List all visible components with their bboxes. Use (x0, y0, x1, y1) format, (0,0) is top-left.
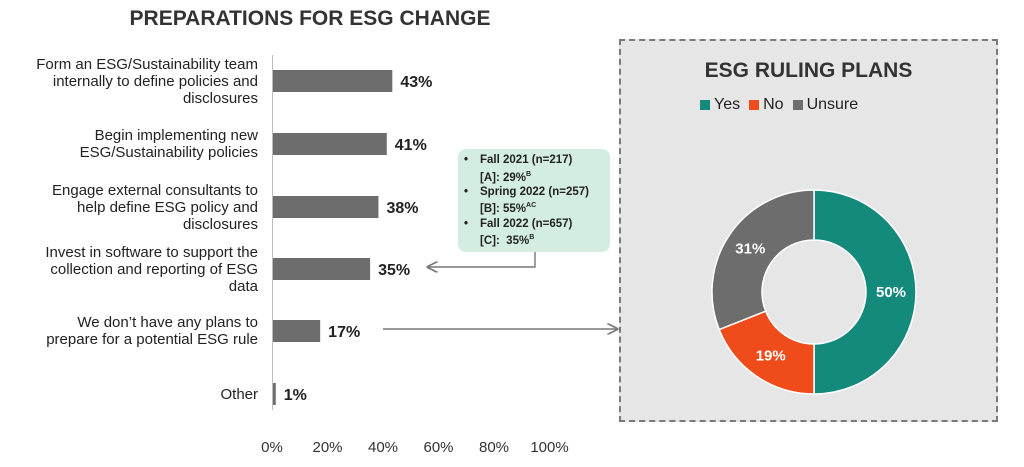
bar-value-label: 1% (284, 387, 307, 404)
bar (273, 258, 371, 280)
survey-wave-callout: • Fall 2021 (n=217) [A]: 29%B • Spring 2022 … (458, 149, 610, 252)
category-label: Invest in software to support the collect… (0, 244, 258, 295)
survey-wave-result: [A]: 29%B (464, 168, 604, 185)
survey-wave-name: Spring 2022 (n=257) (480, 185, 589, 198)
significance-marker: AC (526, 202, 537, 210)
bar-value-label: 43% (400, 74, 432, 91)
bar (273, 196, 379, 218)
bar (273, 133, 387, 155)
category-label-line: disclosures (182, 89, 258, 107)
group-value: [B]: 55% (480, 203, 527, 216)
significance-marker: B (526, 170, 532, 178)
callout-arrow (428, 252, 536, 267)
legend-item: Unsure (792, 96, 859, 114)
category-label-line: internally to define policies and (52, 72, 258, 90)
bar (273, 70, 393, 92)
bar-chart-title: PREPARATIONS FOR ESG CHANGE (129, 7, 491, 30)
bullet: • (464, 217, 469, 230)
category-label-line: help define ESG policy and (77, 198, 258, 216)
donut-chart-title: ESG RULING PLANS (704, 59, 913, 82)
survey-wave-result: [C]: 35%B (464, 231, 604, 248)
donut-slice (813, 189, 917, 395)
category-label-line: disclosures (182, 215, 258, 233)
survey-wave-name: Fall 2021 (n=217) (480, 154, 573, 166)
donut-legend: Yes No Unsure (700, 96, 858, 114)
category-label: We don’t have any plans to prepare for a … (0, 314, 258, 348)
slice-value-label: 31% (735, 241, 765, 258)
donut-slice (711, 189, 815, 331)
bullet: • (464, 154, 469, 166)
bullet: • (464, 185, 469, 198)
legend-label: No (763, 96, 784, 113)
category-label: Form an ESG/Sustainability team internall… (0, 56, 258, 107)
x-tick-label: 80% (479, 439, 509, 456)
legend-label: Yes (714, 96, 741, 113)
bar-value-label: 38% (386, 200, 418, 217)
legend-swatch (749, 100, 760, 110)
group-value: [A]: 29% (480, 171, 527, 184)
survey-wave-heading: • Fall 2022 (n=657) (464, 217, 604, 232)
legend-item: No (749, 96, 784, 114)
bar-value-label: 35% (378, 262, 410, 279)
category-label-line: Form an ESG/Sustainability team (36, 55, 258, 73)
legend-swatch (792, 100, 803, 110)
slice-value-label: 50% (876, 284, 906, 301)
x-tick-label: 60% (423, 439, 453, 456)
survey-wave-heading: • Fall 2021 (n=217) (464, 153, 604, 168)
legend-item: Yes (700, 96, 740, 114)
category-label-line: We don’t have any plans to (77, 314, 258, 331)
significance-marker: B (529, 234, 535, 242)
slice-value-label: 19% (756, 348, 786, 365)
bar-value-label: 17% (328, 324, 360, 341)
category-label: Engage external consultants to help defin… (0, 182, 258, 233)
legend-label: Unsure (806, 96, 859, 113)
x-tick-label: 20% (312, 439, 342, 456)
survey-wave-result: [B]: 55%AC (464, 199, 604, 216)
x-tick-label: 100% (530, 439, 568, 456)
legend-swatch (700, 100, 710, 110)
category-label: Other (0, 386, 258, 403)
category-label: Begin implementing new ESG/Sustainability… (0, 127, 258, 161)
category-label-line: Other (220, 385, 258, 403)
category-label-line: Engage external consultants to (52, 181, 258, 199)
bar (273, 320, 321, 342)
category-label-line: prepare for a potential ESG rule (46, 331, 258, 348)
bar-value-label: 41% (395, 137, 427, 154)
category-label-line: ESG/Sustainability policies (79, 144, 258, 161)
category-label-line: Invest in software to support the (45, 243, 258, 261)
category-label-line: collection and reporting of ESG (50, 260, 258, 278)
group-value: [C]: 35% (480, 234, 530, 247)
survey-wave-heading: • Spring 2022 (n=257) (464, 185, 604, 200)
survey-wave-name: Fall 2022 (n=657) (480, 217, 573, 230)
x-tick-label: 0% (261, 439, 283, 456)
category-label-line: Begin implementing new (94, 127, 258, 144)
x-tick-label: 40% (368, 439, 398, 456)
bar (273, 383, 276, 405)
category-label-line: data (228, 277, 258, 295)
